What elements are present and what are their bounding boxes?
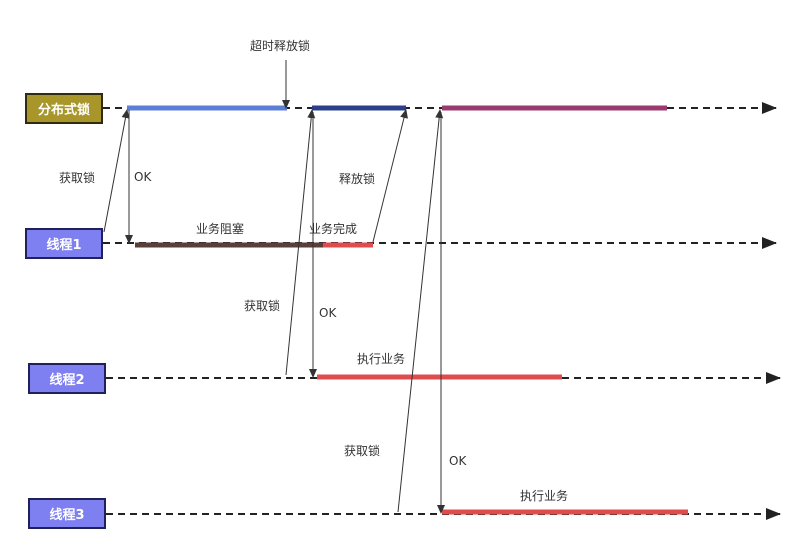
thread3-exec-label: 执行业务 (520, 489, 569, 503)
thread1-release-arrow (372, 109, 408, 243)
thread1-acquire-arrow (103, 109, 130, 233)
thread1-release-label: 释放锁 (339, 172, 376, 186)
thread2-acquire-label: 获取锁 (244, 299, 281, 313)
thread3-node: 线程3 (28, 498, 106, 529)
thread1-blocked-label: 业务阻塞 (196, 222, 245, 236)
thread1-acquire-label: 获取锁 (59, 171, 96, 185)
lock-node: 分布式锁 (25, 93, 103, 124)
thread2-node: 线程2 (28, 363, 106, 394)
thread1-node: 线程1 (25, 228, 103, 259)
thread3-acquire-label: 获取锁 (344, 444, 381, 458)
thread2-ok-label: OK (319, 306, 337, 320)
thread3-ok-label: OK (449, 454, 467, 468)
thread1-done-label: 业务完成 (309, 222, 358, 236)
thread2-exec-label: 执行业务 (357, 352, 406, 366)
timeout-release-label: 超时释放锁 (250, 39, 311, 53)
thread1-ok-label: OK (134, 170, 152, 184)
thread2-acquire-arrow (285, 109, 316, 376)
thread3-acquire-arrow (397, 109, 444, 513)
